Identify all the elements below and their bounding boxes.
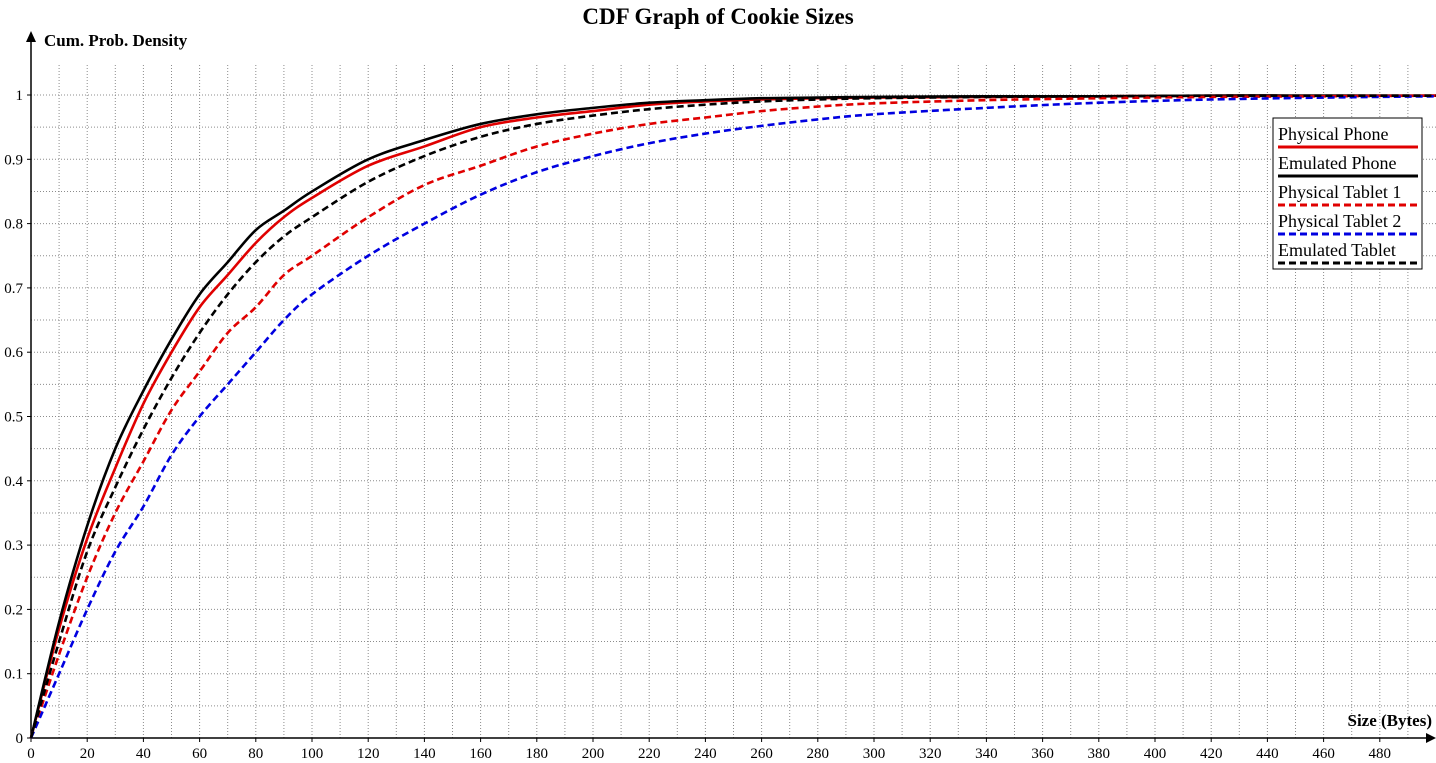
x-tick-label: 480 [1369, 746, 1392, 762]
x-tick-label: 420 [1200, 746, 1223, 762]
y-tick-label: 0.3 [4, 538, 23, 554]
x-tick-label: 340 [975, 746, 998, 762]
series-line-emulated-tablet [29, 94, 1436, 739]
x-tick-label: 0 [27, 746, 35, 762]
y-tick-label: 0.4 [4, 474, 23, 490]
series-lines [29, 94, 1436, 739]
x-tick-label: 20 [80, 746, 95, 762]
x-tick-label: 120 [357, 746, 380, 762]
legend-label: Emulated Phone [1278, 153, 1396, 173]
x-tick-label: 220 [638, 746, 661, 762]
y-tick-label: 0.6 [4, 345, 23, 361]
x-tick-label: 100 [301, 746, 324, 762]
y-tick-label: 1 [16, 88, 24, 104]
y-axis-title: Cum. Prob. Density [44, 31, 188, 50]
y-tick-label: 0 [16, 731, 24, 747]
x-tick-label: 40 [136, 746, 151, 762]
x-tick-label: 180 [526, 746, 549, 762]
legend-label: Physical Phone [1278, 124, 1389, 144]
y-tick-label: 0.2 [4, 602, 23, 618]
legend-label: Physical Tablet 2 [1278, 211, 1401, 231]
axes [26, 31, 1436, 743]
chart-title: CDF Graph of Cookie Sizes [582, 4, 853, 29]
y-tick-label: 0.7 [4, 281, 23, 297]
x-tick-label: 160 [469, 746, 492, 762]
x-tick-label: 320 [919, 746, 942, 762]
x-tick-label: 460 [1312, 746, 1335, 762]
series-line-physical-tablet-1 [29, 94, 1436, 739]
y-tick-label: 0.1 [4, 667, 23, 683]
series-line-physical-tablet-2 [29, 94, 1436, 739]
x-axis-title: Size (Bytes) [1347, 711, 1432, 730]
x-tick-label: 60 [192, 746, 207, 762]
x-axis-arrow [1426, 733, 1436, 743]
y-tick-label: 0.9 [4, 152, 23, 168]
y-tick-label: 0.8 [4, 217, 23, 233]
legend-box [1272, 117, 1423, 270]
x-tick-label: 440 [1256, 746, 1279, 762]
x-tick-label: 200 [582, 746, 605, 762]
x-tick-label: 280 [807, 746, 830, 762]
tick-labels: 0 20 40 60 80 100 120 140 160 180 200 220 240 260 280 3… [4, 88, 1391, 762]
x-tick-label: 240 [694, 746, 717, 762]
series-line-emulated-phone [29, 94, 1436, 739]
y-axis-arrow [26, 31, 36, 42]
x-tick-label: 260 [750, 746, 773, 762]
legend-label: Physical Tablet 1 [1278, 182, 1401, 202]
y-tick-label: 0.5 [4, 410, 23, 426]
x-tick-label: 400 [1144, 746, 1167, 762]
legend-label: Emulated Tablet [1278, 240, 1396, 260]
grid [31, 64, 1436, 738]
x-tick-label: 300 [863, 746, 886, 762]
x-tick-label: 80 [248, 746, 263, 762]
x-tick-label: 360 [1031, 746, 1054, 762]
x-tick-label: 140 [413, 746, 436, 762]
legend: Physical Phone Emulated Phone Physical Tab… [1272, 117, 1423, 270]
x-tick-label: 380 [1088, 746, 1111, 762]
